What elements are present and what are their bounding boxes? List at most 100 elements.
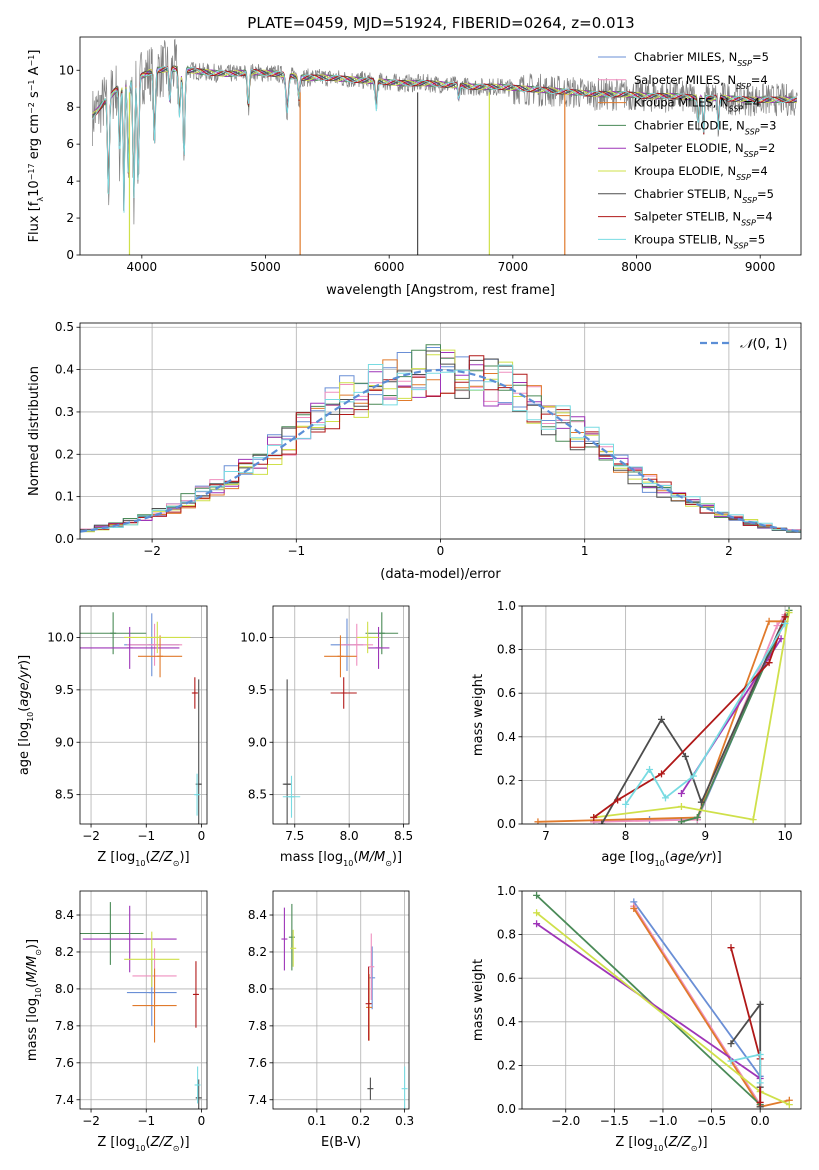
weight-marker [781,613,789,621]
model-spectrum [92,66,797,213]
y-tick-label: 0.0 [55,532,74,546]
weight-marker [756,1051,764,1058]
x-tick-label: 5000 [250,260,281,274]
weight-marker [749,816,757,824]
x-tick-label: 8.0 [340,829,359,843]
x-tick-label: 10 [777,829,792,843]
y-tick-label: 7.6 [55,1056,74,1070]
mass_vs_ebv-plot-area [281,903,408,1109]
x-tick-label: 0 [198,1114,206,1128]
spectrum-panel: 4000 5000 6000 7000 8000 9000 0 2 4 6 8 10 wavelengt… [27,36,802,298]
y-tick-label: 0.4 [55,363,74,377]
y-axis-label: mass weight [471,959,486,1041]
weight-marker [677,803,685,811]
x-tick-label: 7 [542,829,550,843]
weight_vs_Z-plot-area [533,891,793,1109]
legend-entry: Chabrier MILES, NSSP=5 [634,50,769,68]
x-axis-label: (data-model)/error [380,567,501,582]
legend-entry: Chabrier ELODIE, NSSP=3 [634,118,776,136]
weight-marker [630,904,638,912]
weight-marker [661,794,669,802]
x-tick-label: 0.3 [395,1114,414,1128]
y-tick-label: 0.1 [55,490,74,504]
y-tick-label: 10 [59,63,74,77]
y-tick-label: 10.0 [240,630,267,644]
axes-frame [272,890,410,1110]
age_vs_mass-panel: 7.5 8.0 8.5 8.5 9.0 9.5 10.0 mass [log10(M/M⊙)] [240,605,413,868]
y-axis-label: Flux [fλ10−17 erg cm−2 s−1 A−1] [27,50,45,243]
x-tick-label: −2.0 [551,1114,580,1128]
weight-marker [598,820,606,824]
legend-entry: Kroupa MILES, NSSP=4 [634,96,760,114]
y-tick-label: 0.2 [497,773,516,787]
x-tick-label: −2 [82,1114,100,1128]
y-tick-label: 8.0 [248,982,267,996]
weight-marker [534,818,542,824]
weight-marker [533,920,541,928]
weight-line [537,620,786,823]
y-tick-label: 2 [66,211,74,225]
age_vs_Z-panel: −2 −1 0 8.5 9.0 9.5 10.0 Z [log10(Z/Z⊙)] age [lo… [17,605,208,868]
y-tick-label: 1.0 [497,884,516,898]
y-tick-label: 8.5 [55,788,74,802]
x-tick-label: −1.5 [600,1114,629,1128]
weight-marker [777,635,785,643]
y-tick-label: 9.0 [248,735,267,749]
y-axis-label: Normed distribution [27,366,42,496]
x-tick-label: −0.5 [697,1114,726,1128]
weight-marker [677,789,685,797]
legend-entry: Chabrier STELIB, NSSP=5 [634,187,774,205]
y-tick-label: 0.2 [55,447,74,461]
x-tick-label: −1 [137,829,155,843]
y-tick-label: 1.0 [497,599,516,613]
weight-marker [773,622,781,630]
weight-line [535,894,761,1106]
x-tick-label: 0 [437,544,445,558]
y-tick-label: 0.4 [497,730,516,744]
age_vs_mass-plot-area [282,612,399,824]
x-axis-label: mass [log10(M/M⊙)] [280,850,402,868]
x-axis-label: wavelength [Angstrom, rest frame] [326,283,555,298]
weight-marker [590,813,598,821]
y-tick-label: 0.5 [55,320,74,334]
axes-frame [521,890,802,1110]
y-tick-label: 0.8 [497,928,516,942]
y-tick-label: 10.0 [47,630,74,644]
weight-marker [689,772,697,780]
legend: Chabrier MILES, NSSP=5 Salpeter MILES, NS… [598,50,776,250]
y-tick-label: 0.6 [497,686,516,700]
x-axis-label: Z [log10(Z/Z⊙)] [97,1135,189,1153]
axes-frame [272,605,410,825]
model-spectrum [92,66,798,198]
x-tick-label: −2 [82,829,100,843]
x-tick-label: −2 [143,544,161,558]
x-axis-label: E(B-V) [321,1135,361,1150]
residuals-panel: −2 −1 0 1 2 0.0 0.1 0.2 0.3 0.4 0.5 (data-model)/er… [27,320,802,582]
weight-marker [727,1057,735,1065]
axes-frame [79,36,802,256]
weight-marker [785,609,793,617]
y-tick-label: 8.4 [55,908,74,922]
weight_vs_age-panel: 7 8 9 10 0.0 0.2 0.4 0.6 0.8 1.0 age [log10(age/yr… [471,599,802,868]
legend-entry: 𝒩(0, 1) [740,337,787,352]
x-tick-label: 9000 [745,260,776,274]
weight-marker [614,796,622,804]
y-tick-label: 9.5 [55,683,74,697]
y-tick-label: 7.8 [55,1019,74,1033]
mass_vs_ebv-panel: 0.1 0.2 0.3 7.4 7.6 7.8 8.0 8.2 8.4 E(B-V) [248,890,414,1150]
x-tick-label: 7.5 [285,829,304,843]
legend-entry: Salpeter MILES, NSSP=4 [634,73,768,91]
age_vs_Z-plot-area [80,612,202,824]
weight_vs_age-plot-area [534,606,793,824]
weight-marker [658,715,665,723]
y-tick-label: 0.2 [497,1058,516,1072]
x-tick-label: 9 [702,829,710,843]
y-tick-label: 0.4 [497,1015,516,1029]
x-tick-label: 0.1 [307,1114,326,1128]
x-tick-label: 0.2 [351,1114,370,1128]
weight-marker [765,659,773,667]
x-tick-label: 7000 [498,260,529,274]
weight-marker [727,1040,735,1048]
axes-frame [79,605,208,825]
y-tick-label: 0.6 [497,971,516,985]
